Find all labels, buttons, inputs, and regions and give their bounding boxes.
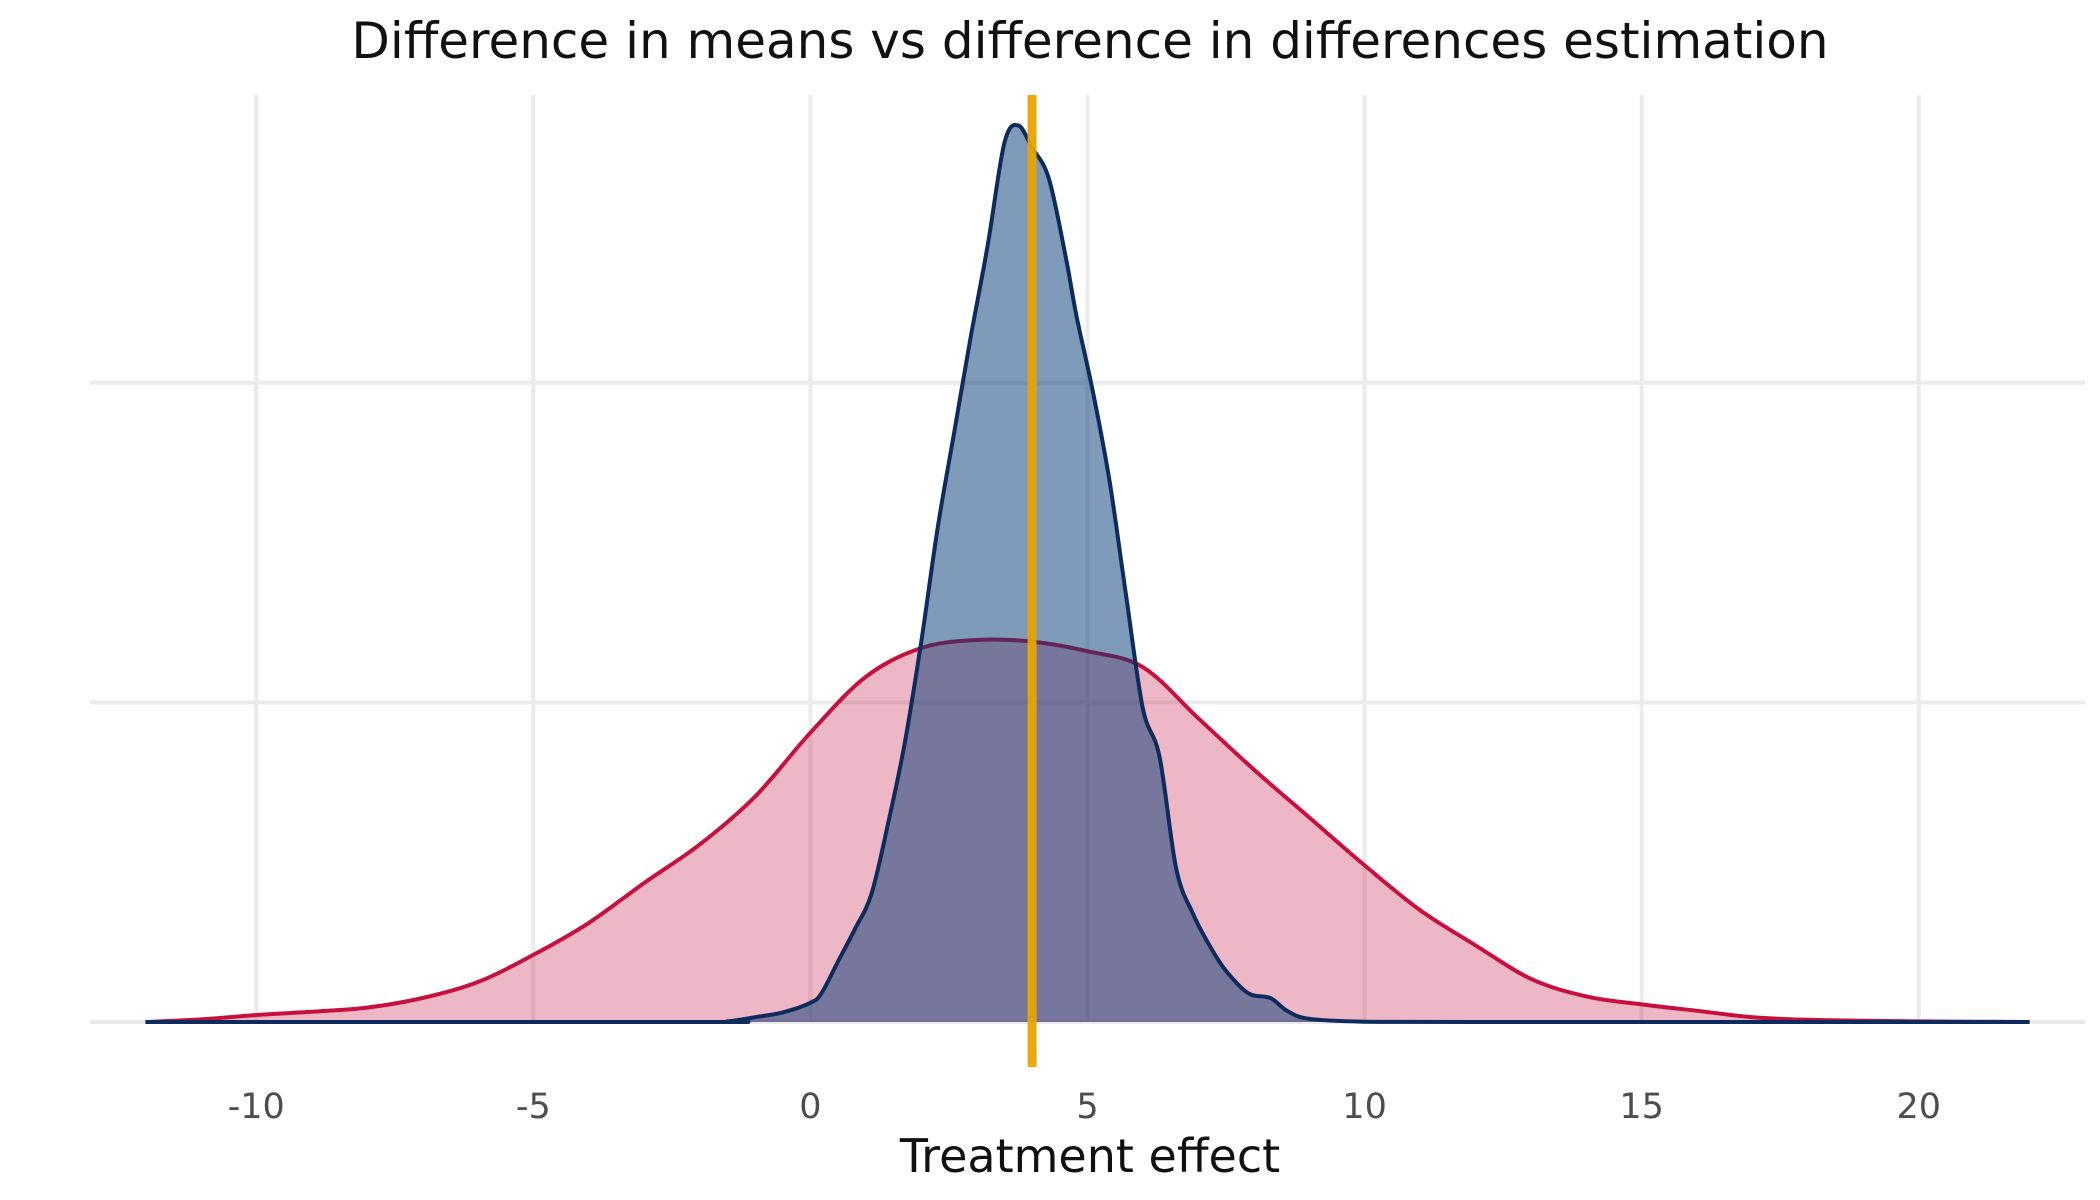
x-tick-label-4: 10 bbox=[1342, 1087, 1387, 1127]
x-axis-ticks: -10 -5 0 5 10 15 20 bbox=[228, 1087, 1941, 1127]
x-tick-label-5: 15 bbox=[1619, 1087, 1664, 1127]
x-tick-label-6: 20 bbox=[1896, 1087, 1941, 1127]
x-axis-label: Treatment effect bbox=[899, 1129, 1280, 1183]
x-tick-label-2: 0 bbox=[799, 1087, 821, 1127]
chart-title: Difference in means vs difference in dif… bbox=[351, 12, 1828, 70]
x-tick-label-0: -10 bbox=[228, 1087, 285, 1127]
x-tick-label-1: -5 bbox=[516, 1087, 551, 1127]
x-tick-label-3: 5 bbox=[1076, 1087, 1098, 1127]
density-area-1 bbox=[145, 124, 2030, 1023]
